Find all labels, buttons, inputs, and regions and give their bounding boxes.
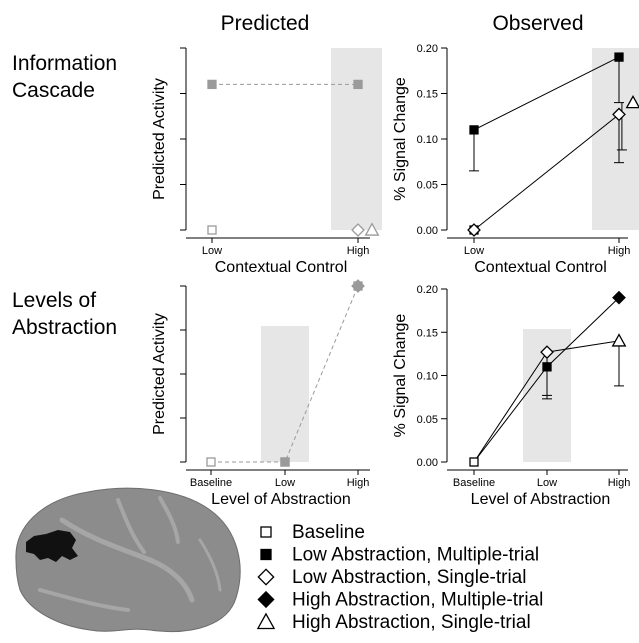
chart-panel: 0.00 0.05 0.10 0.15 0.20 Low High % Signal Chan… (392, 43, 639, 276)
x-tick-label: High (347, 477, 370, 489)
brain-sulcus (158, 496, 180, 544)
triangle-open-marker (625, 94, 639, 109)
column-title-observed: Observed (492, 12, 583, 35)
y-tick-label: 0.20 (417, 284, 438, 296)
square-filled-marker (614, 52, 624, 62)
y-axis-title: % Signal Change (392, 77, 409, 201)
shaded-region (592, 48, 639, 230)
legend-label: High Abstraction, Single-trial (292, 612, 531, 633)
square-filled-marker (469, 125, 479, 135)
y-axis-title: Predicted Activity (151, 313, 168, 435)
brain-sulcus (116, 498, 146, 554)
shaded-region (261, 326, 309, 462)
y-tick-label: 0.05 (417, 414, 438, 426)
legend-label: Low Abstraction, Multiple-trial (292, 545, 539, 566)
square-filled-marker (353, 79, 363, 90)
y-tick-label: 0.05 (417, 180, 438, 192)
chart-panel: Low High Predicted Activity Contextual Cont… (151, 47, 382, 276)
square-filled-marker (280, 457, 290, 467)
chart-panel: Baseline Low High Predicted Activity Level o… (151, 279, 370, 508)
series-line (473, 114, 620, 231)
brain-sulcus (59, 517, 195, 603)
y-tick-label: 0.20 (417, 43, 438, 55)
brain-sulcus (198, 538, 222, 592)
triangle-open-marker (364, 222, 380, 236)
x-tick-label: Low (537, 477, 557, 489)
square-filled-marker (260, 548, 272, 561)
legend-label: Baseline (292, 522, 365, 543)
x-tick-label: Baseline (190, 477, 232, 489)
diamond-open-marker (540, 345, 554, 360)
diamond-open-marker (612, 107, 626, 122)
x-tick-label: Low (464, 245, 484, 257)
y-axis-title: Predicted Activity (151, 78, 168, 200)
brain-region (26, 530, 78, 562)
row-title-line: Levels of (12, 289, 96, 312)
x-tick-label: Low (202, 245, 222, 257)
x-axis-title: Contextual Control (474, 259, 607, 276)
x-tick-label: Low (275, 477, 295, 489)
row-title-line: Cascade (12, 79, 95, 102)
y-tick-label: 0.00 (417, 225, 438, 237)
square-open-marker (207, 225, 217, 235)
legend-item: High Abstraction, Single-trial (256, 612, 531, 633)
y-tick-label: 0.15 (417, 89, 438, 101)
legend-item: Low Abstraction, Multiple-trial (260, 545, 539, 566)
x-tick-label: Baseline (453, 477, 495, 489)
x-tick-label: High (608, 477, 631, 489)
legend-item: Low Abstraction, Single-trial (257, 567, 526, 588)
diamond-filled-marker (351, 279, 365, 293)
y-tick-label: 0.00 (417, 457, 438, 469)
series-line (473, 56, 620, 131)
diamond-filled-marker (257, 590, 275, 609)
legend-item: High Abstraction, Multiple-trial (257, 590, 543, 611)
diamond-open-marker (257, 568, 275, 586)
x-axis-title: Contextual Control (215, 259, 348, 276)
brain-sulcus (38, 588, 130, 612)
row-title-line: Information (12, 52, 117, 75)
y-tick-label: 0.10 (417, 371, 438, 383)
diamond-open-marker (351, 223, 365, 237)
row-title-line: Abstraction (12, 316, 117, 339)
legend-label: High Abstraction, Multiple-trial (292, 590, 543, 611)
x-tick-label: High (608, 245, 631, 257)
y-axis-title: % Signal Change (392, 314, 409, 438)
panels: Low High Predicted Activity Contextual Cont… (151, 43, 639, 508)
y-tick-label: 0.15 (417, 327, 438, 339)
x-axis-title: Level of Abstraction (211, 491, 351, 508)
shaded-region (331, 48, 382, 230)
triangle-open-marker (611, 333, 627, 347)
triangle-open-marker (256, 612, 276, 630)
legend-item: Baseline (260, 522, 365, 543)
y-tick-label: 0.10 (417, 134, 438, 146)
legend-label: Low Abstraction, Single-trial (292, 567, 526, 588)
square-filled-marker (542, 362, 552, 372)
column-title-predicted: Predicted (221, 12, 310, 35)
square-filled-marker (207, 79, 217, 90)
diamond-filled-marker (612, 290, 626, 305)
x-tick-label: High (347, 245, 370, 257)
x-axis-title: Level of Abstraction (471, 491, 611, 508)
chart-panel: 0.00 0.05 0.10 0.15 0.20 Baseline Low High % Sig… (392, 284, 630, 508)
square-open-marker (260, 526, 272, 538)
diamond-open-marker (467, 223, 481, 237)
square-open-marker (206, 457, 216, 467)
brain-illustration (15, 487, 241, 633)
square-open-marker (469, 457, 479, 467)
